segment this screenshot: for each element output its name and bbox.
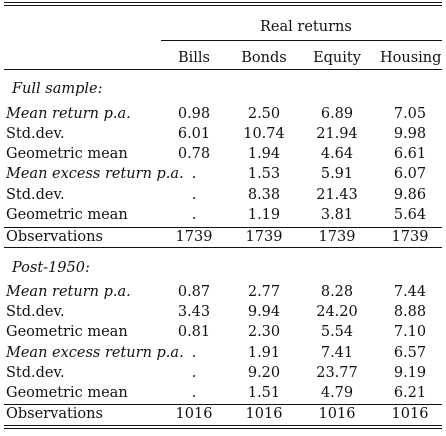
column-header-bills: Bills	[177, 50, 210, 66]
row-label: Std.dev.	[6, 126, 65, 142]
bottom-rule-1	[4, 425, 442, 426]
obs-rule-bottom-1	[4, 247, 442, 248]
cell: 2.50	[247, 106, 281, 122]
cell: 4.79	[320, 385, 354, 401]
bottom-rule-2	[4, 428, 442, 429]
cell: 5.64	[393, 207, 427, 223]
row-label: Geometric mean	[6, 207, 128, 223]
row-label: Geometric mean	[6, 385, 128, 401]
cell: 5.54	[320, 324, 354, 340]
cell: 0.87	[177, 284, 211, 300]
cell: 6.07	[393, 166, 427, 182]
cell: 8.88	[393, 304, 427, 320]
cell: 4.64	[320, 146, 354, 162]
cell: .	[191, 207, 197, 223]
section-title: Full sample:	[12, 81, 103, 97]
row-label: Mean return p.a.	[6, 284, 131, 300]
column-header-bonds: Bonds	[241, 50, 287, 66]
row-label: Observations	[6, 229, 103, 245]
cell: 1016	[175, 406, 213, 422]
cell: 21.43	[316, 187, 358, 203]
row-label: Mean excess return p.a.	[6, 166, 184, 182]
cell: 1739	[318, 229, 356, 245]
cell: 1.51	[247, 385, 281, 401]
cell: 1.19	[247, 207, 281, 223]
row-label: Mean return p.a.	[6, 106, 131, 122]
row-label: Geometric mean	[6, 146, 128, 162]
cell: 21.94	[316, 126, 358, 142]
row-label: Std.dev.	[6, 365, 65, 381]
cell: 10.74	[243, 126, 285, 142]
cell: 1.91	[247, 345, 281, 361]
cell: .	[191, 166, 197, 182]
group-header: Real returns	[260, 19, 352, 35]
row-label: Std.dev.	[6, 187, 65, 203]
cell: 3.81	[320, 207, 354, 223]
cell: 7.41	[320, 345, 354, 361]
cell: 8.28	[320, 284, 354, 300]
cell: 8.38	[247, 187, 281, 203]
row-label: Mean excess return p.a.	[6, 345, 184, 361]
column-header-housing: Housing	[380, 50, 442, 66]
cell: 1016	[318, 406, 356, 422]
section-title: Post-1950:	[12, 260, 90, 276]
cell: 0.78	[177, 146, 211, 162]
cell: 1739	[175, 229, 213, 245]
cell: 7.05	[393, 106, 427, 122]
row-label: Geometric mean	[6, 324, 128, 340]
cell: .	[191, 345, 197, 361]
cell: 5.91	[320, 166, 354, 182]
cell: 6.21	[393, 385, 427, 401]
cell: 1.94	[247, 146, 281, 162]
cell: 2.77	[247, 284, 281, 300]
cell: 9.98	[393, 126, 427, 142]
cell: 2.30	[247, 324, 281, 340]
cell: 24.20	[316, 304, 358, 320]
cell: 9.86	[393, 187, 427, 203]
cell: .	[191, 187, 197, 203]
cell: 0.98	[177, 106, 211, 122]
cell: .	[191, 385, 197, 401]
cell: 1016	[245, 406, 283, 422]
cell: 9.94	[247, 304, 281, 320]
cell: 6.61	[393, 146, 427, 162]
obs-rule-top-1	[4, 227, 442, 228]
cell: 1016	[391, 406, 429, 422]
top-rule-2	[4, 5, 442, 6]
cell: 3.43	[177, 304, 211, 320]
cell: 7.10	[393, 324, 427, 340]
column-header-equity: Equity	[313, 50, 361, 66]
cell: 7.44	[393, 284, 427, 300]
cell: 0.81	[177, 324, 211, 340]
cell: 6.89	[320, 106, 354, 122]
cell: 1739	[245, 229, 283, 245]
top-rule-1	[4, 2, 442, 3]
cell: 9.20	[247, 365, 281, 381]
cell: 6.57	[393, 345, 427, 361]
row-label: Std.dev.	[6, 304, 65, 320]
cell: 6.01	[177, 126, 211, 142]
cell: 1739	[391, 229, 429, 245]
group-underline	[161, 40, 442, 41]
cell: 1.53	[247, 166, 281, 182]
cell: 23.77	[316, 365, 358, 381]
row-label: Observations	[6, 406, 103, 422]
cell: .	[191, 365, 197, 381]
cell: 9.19	[393, 365, 427, 381]
obs-rule-top-2	[4, 404, 442, 405]
header-rule	[4, 69, 442, 70]
